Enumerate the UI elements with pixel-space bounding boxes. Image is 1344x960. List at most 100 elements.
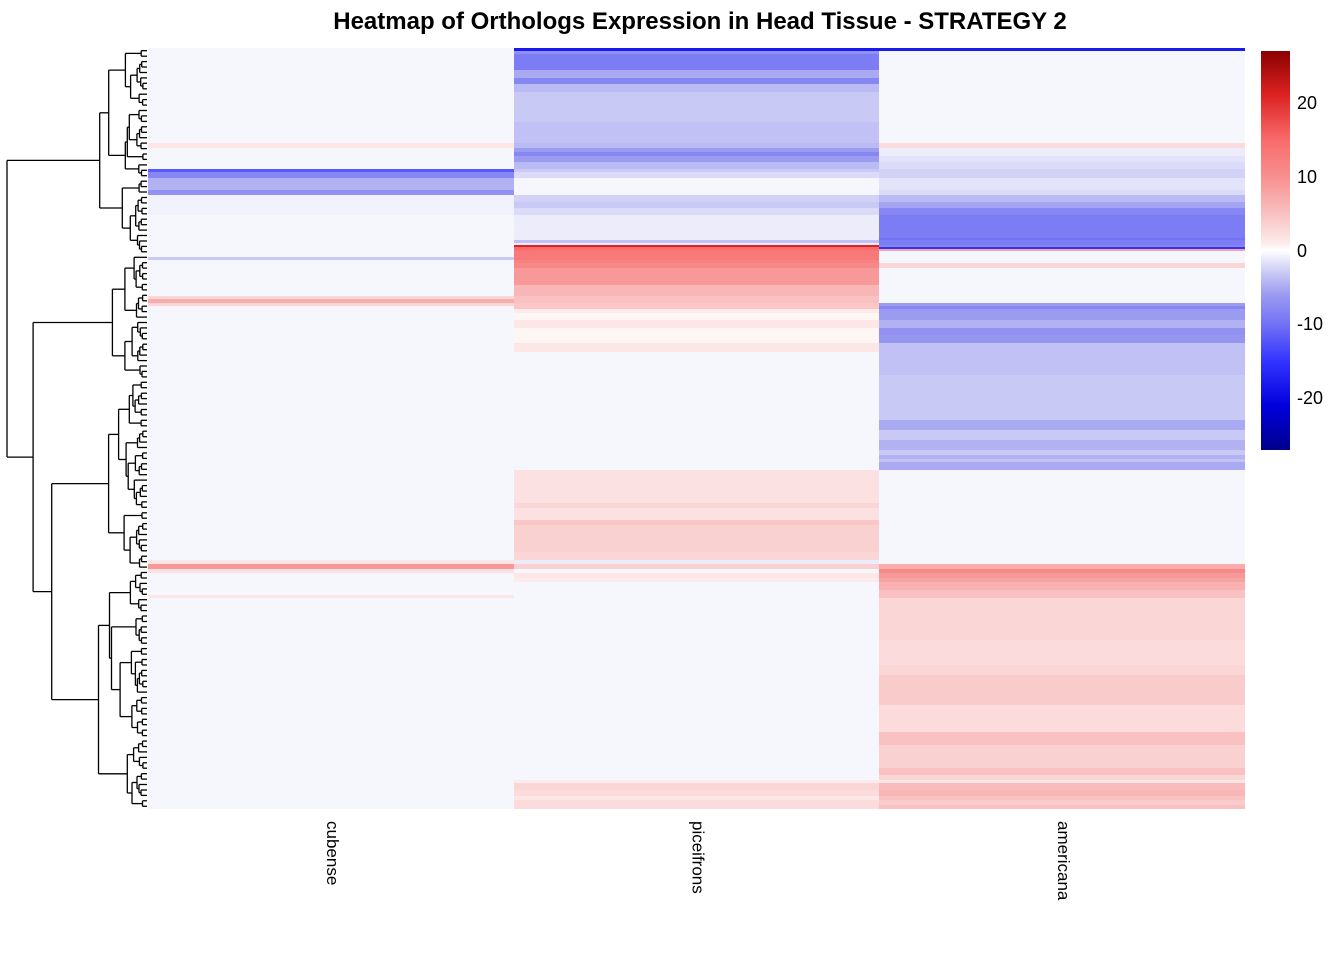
heatmap-band	[513, 328, 880, 335]
heatmap-band	[513, 552, 880, 560]
heatmap-band	[148, 240, 515, 243]
heatmap-band	[148, 306, 515, 309]
heatmap-band	[879, 805, 1246, 809]
heatmap-band	[148, 665, 515, 675]
heatmap-band	[513, 520, 880, 525]
heatmap-band	[513, 247, 880, 249]
heatmap-band	[879, 162, 1246, 169]
heatmap-band	[148, 249, 515, 251]
heatmap-band	[879, 178, 1246, 190]
heatmap-band	[879, 640, 1246, 665]
heatmap-band	[879, 84, 1246, 92]
heatmap-band	[879, 470, 1246, 503]
row-dendrogram	[6, 50, 147, 807]
column-label-piceifrons: piceifrons	[688, 821, 708, 894]
heatmap-band	[513, 148, 880, 152]
heatmap-band	[879, 48, 1246, 51]
heatmap-band	[513, 48, 880, 51]
heatmap-band	[148, 560, 515, 564]
heatmap-band	[148, 525, 515, 552]
heatmap-band	[513, 296, 880, 299]
heatmap-band	[879, 569, 1246, 573]
heatmap-band	[513, 243, 880, 245]
heatmap-band	[148, 299, 515, 303]
heatmap-band	[148, 208, 515, 215]
heatmap-band	[513, 249, 880, 251]
heatmap-band	[513, 375, 880, 420]
heatmap-band	[148, 598, 515, 640]
heatmap-band	[879, 268, 1246, 285]
heatmap-band	[148, 243, 515, 245]
heatmap-band	[879, 503, 1246, 508]
heatmap-band	[513, 335, 880, 343]
heatmap-band	[513, 573, 880, 578]
heatmap-band	[513, 208, 880, 215]
heatmap-band	[879, 508, 1246, 520]
heatmap-band	[148, 420, 515, 430]
heatmap-band	[879, 78, 1246, 84]
heatmap-band	[148, 257, 515, 260]
heatmap-band	[513, 805, 880, 809]
heatmap-band	[513, 202, 880, 208]
heatmap-band	[879, 328, 1246, 335]
heatmap-band	[879, 459, 1246, 462]
heatmap-band	[513, 569, 880, 573]
heatmap-band	[148, 470, 515, 503]
heatmap-band	[879, 343, 1246, 352]
heatmap-band	[513, 162, 880, 169]
heatmap-band	[148, 375, 515, 420]
heatmap-band	[879, 251, 1246, 257]
heatmap-band	[148, 590, 515, 595]
heatmap-band	[879, 54, 1246, 70]
heatmap-band	[148, 148, 515, 152]
heatmap-band	[513, 525, 880, 552]
heatmap-band	[879, 375, 1246, 420]
heatmap-band	[513, 564, 880, 569]
heatmap-band	[879, 92, 1246, 122]
heatmap-band	[879, 520, 1246, 525]
heatmap-band	[879, 450, 1246, 455]
heatmap-band	[148, 178, 515, 190]
heatmap-band	[148, 195, 515, 202]
legend-gradient	[1261, 51, 1290, 450]
heatmap-band	[148, 796, 515, 800]
heatmap-band	[513, 790, 880, 796]
legend-tick-label: -20	[1297, 388, 1324, 409]
heatmap-band	[513, 251, 880, 257]
heatmap-band	[879, 257, 1246, 260]
heatmap-band	[879, 303, 1246, 306]
heatmap-band	[148, 190, 515, 195]
heatmap-band	[879, 552, 1246, 560]
heatmap-band	[513, 152, 880, 156]
heatmap-band	[513, 215, 880, 238]
heatmap-band	[148, 169, 515, 172]
heatmap-band	[513, 675, 880, 705]
heatmap-band	[148, 790, 515, 796]
heatmap-band	[513, 190, 880, 195]
heatmap-band	[148, 251, 515, 257]
heatmap-band	[879, 352, 1246, 375]
heatmap-band	[148, 143, 515, 148]
heatmap-band	[879, 430, 1246, 440]
heatmap-band	[879, 143, 1246, 148]
heatmap-band	[148, 564, 515, 569]
heatmap-band	[513, 470, 880, 503]
heatmap-band	[879, 299, 1246, 303]
heatmap-band	[148, 320, 515, 328]
legend-tick-label: 0	[1297, 240, 1308, 261]
heatmap-band	[148, 640, 515, 665]
heatmap-band	[148, 343, 515, 352]
heatmap-band	[148, 309, 515, 313]
heatmap-band	[513, 796, 880, 800]
heatmap-band	[879, 560, 1246, 564]
heatmap-band	[148, 705, 515, 732]
heatmap-band	[148, 70, 515, 78]
heatmap-band	[879, 705, 1246, 732]
heatmap-band	[148, 152, 515, 156]
heatmap-band	[879, 215, 1246, 238]
heatmap-band	[513, 51, 880, 54]
heatmap-band	[513, 195, 880, 202]
heatmap-band	[148, 328, 515, 335]
heatmap-band	[513, 299, 880, 303]
heatmap-band	[513, 78, 880, 84]
